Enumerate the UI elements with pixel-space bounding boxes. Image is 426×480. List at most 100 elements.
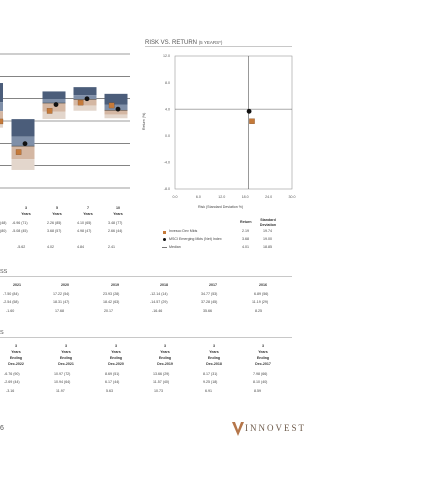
calendar-cell: -1.60 <box>6 309 15 313</box>
box-segment <box>73 99 97 106</box>
box-segment <box>104 114 128 119</box>
returns-cell: 2.66 (44) <box>108 229 123 233</box>
cutoff-box-segment <box>0 121 3 128</box>
rolling-section-rule <box>0 337 292 338</box>
box-segment <box>42 98 66 104</box>
rolling-cell: 9.25 (18) <box>203 380 218 384</box>
benchmark-marker <box>22 141 28 147</box>
calendar-cell: 17.68 <box>55 309 64 313</box>
partial-cell: (48) <box>0 221 7 225</box>
scatter-title-rule <box>145 46 292 47</box>
box-segment <box>42 103 66 112</box>
risk-return-chart: 12.0 8.0 4.0 0.0 -4.0 -8.0 0.0 6.0 12.0 18.0 24.0 3… <box>140 50 300 215</box>
rolling-cell: 11.57 (40) <box>153 380 170 384</box>
cutoff-box-segment <box>0 111 3 122</box>
fund-point <box>249 118 255 124</box>
box-segment <box>11 159 35 170</box>
rolling-cell: 8.59 <box>254 389 261 393</box>
period-header-1-line2: Years <box>21 212 31 216</box>
rolling-header-line: 3 <box>65 344 67 348</box>
calendar-year-header: 2021 <box>13 283 21 287</box>
box-segment <box>42 111 66 119</box>
returns-cell: -5.62 <box>17 245 26 249</box>
scatter-xlabel: Risk (Standard Deviation %) <box>198 205 244 209</box>
scatter-title: RISK VS. RETURN (5 YEARS*) <box>145 40 222 46</box>
rolling-cell: 10.73 <box>154 389 163 393</box>
innovest-logo: INNOVEST <box>232 420 312 440</box>
scatter-ytick-label: -4.0 <box>164 161 170 165</box>
rolling-header-line: Ending <box>9 356 23 360</box>
calendar-cell: -14.57 (29) <box>150 300 168 304</box>
box-segment <box>11 146 35 160</box>
returns-cell: 3.48 (77) <box>108 221 123 225</box>
rolling-header-line: Dec-2017 <box>255 362 271 366</box>
period-header-4-line1: 10 <box>116 206 120 210</box>
rolling-cell: 6.91 <box>205 389 212 393</box>
scatter-xtick-label: 18.0 <box>242 195 249 199</box>
rolling-cell: 11.97 <box>56 389 65 393</box>
benchmark-marker <box>115 106 121 112</box>
returns-cell: 4.84 <box>77 245 84 249</box>
rolling-header-line: 3 <box>115 344 117 348</box>
benchmark-point <box>246 108 252 114</box>
risk-return-svg: 12.08.04.00.0-4.0-8.00.0 6.0 12.0 18.0 24.0 3… <box>163 54 296 199</box>
scatter-ytick-label: 12.0 <box>163 54 170 58</box>
scatter-ytick-label: 4.0 <box>165 107 170 111</box>
rolling-header-line: Ending <box>207 356 221 360</box>
benchmark-marker <box>84 96 90 102</box>
scatter-title-text: RISK VS. RETURN <box>145 40 198 46</box>
benchmark-marker <box>53 102 59 107</box>
calendar-year-header: 2019 <box>111 283 119 287</box>
period-header-2-line2: Years <box>52 212 62 216</box>
legend-col-return: Return <box>240 220 252 224</box>
rolling-header-line: Ending <box>256 356 270 360</box>
rolling-header-line: 3 <box>213 344 215 348</box>
rolling-cell: -6.76 (90) <box>4 372 20 376</box>
legend-median-std: 18.85 <box>263 245 272 249</box>
scatter-plot-frame <box>174 55 293 190</box>
rolling-header-line: Years <box>111 350 121 354</box>
legend-fund-std: 19.74 <box>263 229 272 233</box>
rolling-cell: 6.17 (44) <box>105 380 120 384</box>
fund-marker <box>15 149 22 155</box>
rolling-header-line: 3 <box>262 344 264 348</box>
scatter-ytick-label: 0.0 <box>165 134 170 138</box>
returns-cell: -5.08 (45) <box>12 229 28 233</box>
returns-cell: 3.68 (57) <box>47 229 62 233</box>
legend-median-label: Median <box>169 245 181 249</box>
legend-benchmark-std: 19.00 <box>263 237 272 241</box>
box-segment <box>104 104 128 111</box>
period-header-3-line1: 7 <box>87 206 89 210</box>
returns-cell: -6.96 (71) <box>12 221 28 225</box>
rolling-header-line: Ending <box>158 356 172 360</box>
partial-cell: (80) <box>0 229 7 233</box>
returns-cell: 2.41 <box>108 245 115 249</box>
peer-ranking-svg <box>0 53 130 189</box>
calendar-cell: -16.46 <box>152 309 163 313</box>
calendar-cell: 35.66 <box>203 309 212 313</box>
rolling-header-line: Dec-2022 <box>8 362 24 366</box>
box-segment <box>73 87 97 96</box>
scatter-xtick-label: 6.0 <box>196 195 201 199</box>
calendar-cell: 23.93 (28) <box>103 292 120 296</box>
rolling-header-line: Dec-2019 <box>157 362 173 366</box>
calendar-cell: 6.89 (56) <box>254 292 269 296</box>
calendar-year-header: 2020 <box>61 283 69 287</box>
scatter-ytick-label: 8.0 <box>165 81 170 85</box>
rolling-header-line: Years <box>11 350 21 354</box>
rolling-cell: -2.69 (44) <box>4 380 20 384</box>
box-segment <box>73 95 97 100</box>
scatter-xtick-label: 24.0 <box>265 195 272 199</box>
calendar-cell: 8.25 <box>255 309 262 313</box>
returns-cell: 2.26 (85) <box>47 221 62 225</box>
legend-benchmark-return: 3.68 <box>242 237 249 241</box>
rolling-cell: 8.17 (31) <box>203 372 218 376</box>
rolling-header-line: Dec-2020 <box>108 362 124 366</box>
rolling-cell: 7.98 (66) <box>253 372 268 376</box>
rolling-cell: 8.69 (51) <box>105 372 120 376</box>
cutoff-fund-marker <box>0 118 4 125</box>
calendar-cell: 17.22 (54) <box>53 292 70 296</box>
rolling-header-line: Ending <box>109 356 123 360</box>
cutoff-box-segment <box>0 83 3 103</box>
rolling-cell: 10.97 (72) <box>54 372 71 376</box>
